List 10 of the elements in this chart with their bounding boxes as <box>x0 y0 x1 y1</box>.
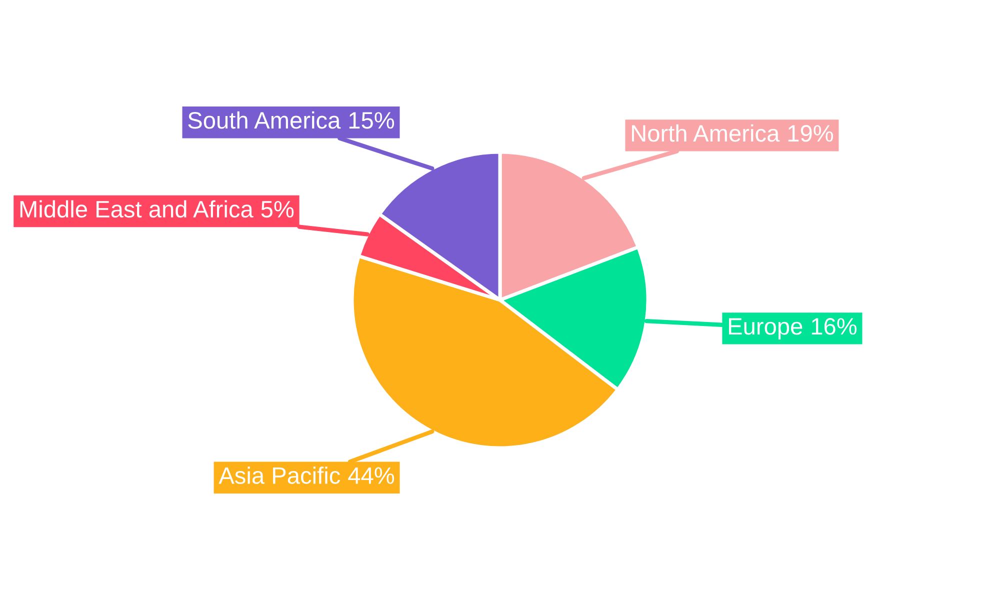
slice-label: Asia Pacific <box>218 466 340 484</box>
data-label: 16% <box>812 318 857 335</box>
slice-label: South America <box>188 111 341 129</box>
slice-label: North America <box>632 124 780 142</box>
data-label: 19% <box>788 125 834 142</box>
data-label: 5% <box>261 200 294 218</box>
data-label: 15% <box>349 112 394 129</box>
slice-label: Europe <box>729 318 802 340</box>
data-label: 44% <box>348 467 394 484</box>
slice-label: Middle East and Africa <box>20 200 254 218</box>
